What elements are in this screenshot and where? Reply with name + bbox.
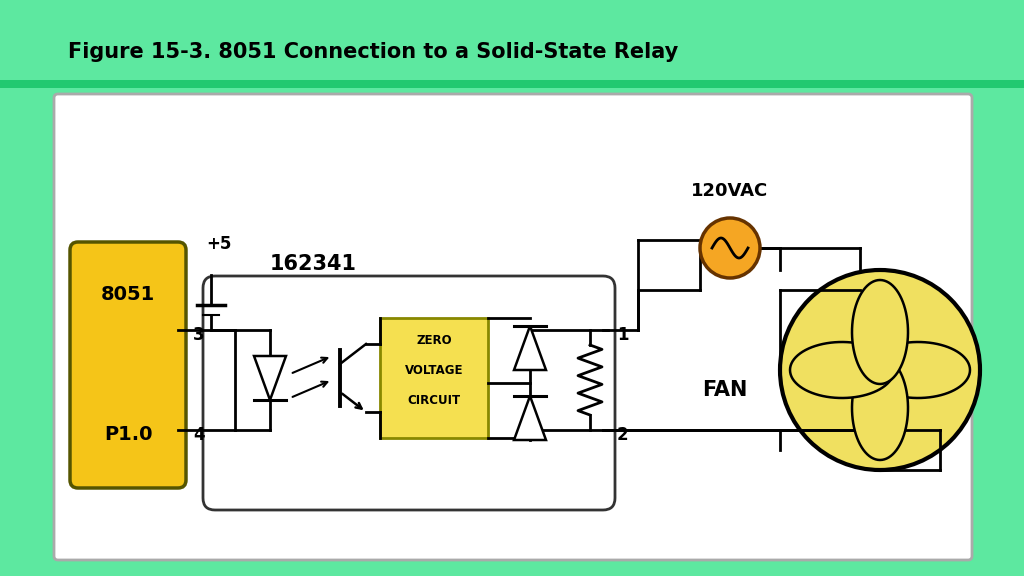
Polygon shape bbox=[852, 356, 908, 460]
Polygon shape bbox=[790, 342, 894, 398]
Text: 1: 1 bbox=[617, 326, 629, 344]
Polygon shape bbox=[254, 356, 286, 400]
Polygon shape bbox=[852, 280, 908, 384]
Bar bbox=[0, 0, 1024, 88]
Circle shape bbox=[700, 218, 760, 278]
Text: CIRCUIT: CIRCUIT bbox=[408, 393, 461, 407]
FancyBboxPatch shape bbox=[54, 94, 972, 560]
Text: 162341: 162341 bbox=[270, 254, 357, 274]
Bar bbox=[0, 80, 1024, 88]
Text: 8051: 8051 bbox=[101, 286, 155, 305]
Text: VOLTAGE: VOLTAGE bbox=[404, 363, 463, 377]
Polygon shape bbox=[514, 326, 546, 370]
Text: 120VAC: 120VAC bbox=[691, 182, 769, 200]
Polygon shape bbox=[514, 396, 546, 440]
Bar bbox=[380, 318, 488, 438]
Text: Figure 15-3. 8051 Connection to a Solid-State Relay: Figure 15-3. 8051 Connection to a Solid-… bbox=[68, 42, 678, 62]
Text: P1.0: P1.0 bbox=[103, 426, 153, 445]
Text: 3: 3 bbox=[194, 326, 205, 344]
Text: 2: 2 bbox=[617, 426, 629, 444]
Text: 4: 4 bbox=[194, 426, 205, 444]
Polygon shape bbox=[866, 342, 970, 398]
FancyBboxPatch shape bbox=[203, 276, 615, 510]
Text: ZERO: ZERO bbox=[416, 334, 452, 347]
FancyBboxPatch shape bbox=[70, 242, 186, 488]
Text: +5: +5 bbox=[206, 235, 231, 253]
Circle shape bbox=[780, 270, 980, 470]
Text: FAN: FAN bbox=[702, 380, 748, 400]
